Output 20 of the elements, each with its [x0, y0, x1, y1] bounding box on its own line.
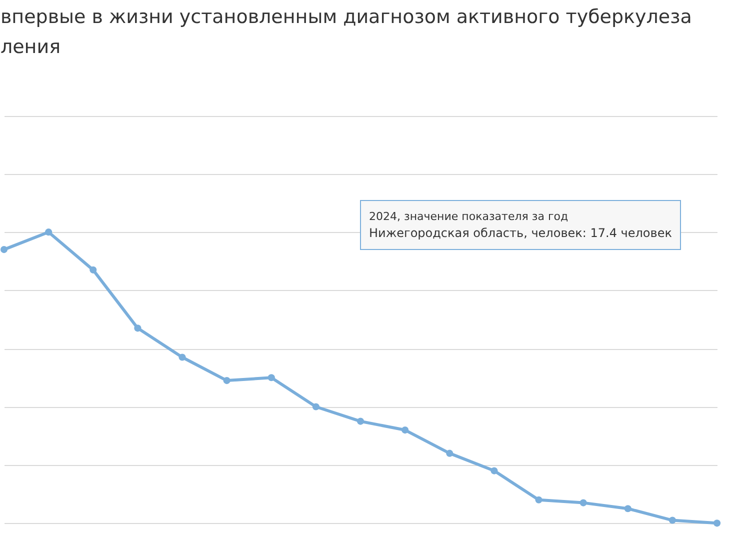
point: [178, 354, 186, 361]
point: [312, 403, 320, 410]
point: [402, 426, 409, 434]
point: [446, 450, 454, 457]
point: [356, 418, 364, 425]
point: [624, 505, 632, 512]
point: [0, 246, 8, 254]
point: [713, 520, 721, 527]
point: [268, 374, 275, 382]
point: [134, 324, 142, 332]
point: [90, 266, 97, 274]
annotation: Нижегородская область, человек: 17.4 человек: [369, 226, 672, 240]
point: [223, 377, 230, 384]
point: [45, 228, 52, 236]
text: 2024, значение показателя за год: [369, 210, 570, 223]
chart-title: впервые в жизни установленным диагнозом активного туберкулеза ления: [0, 6, 692, 58]
point: [668, 516, 676, 524]
point: [535, 496, 542, 504]
point: [580, 499, 587, 506]
point: [490, 467, 498, 474]
